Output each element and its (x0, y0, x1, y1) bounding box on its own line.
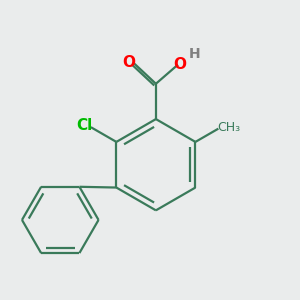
Text: O: O (173, 56, 186, 71)
Text: H: H (189, 47, 200, 61)
Text: O: O (122, 55, 135, 70)
Text: Cl: Cl (76, 118, 92, 133)
Text: CH₃: CH₃ (217, 121, 240, 134)
